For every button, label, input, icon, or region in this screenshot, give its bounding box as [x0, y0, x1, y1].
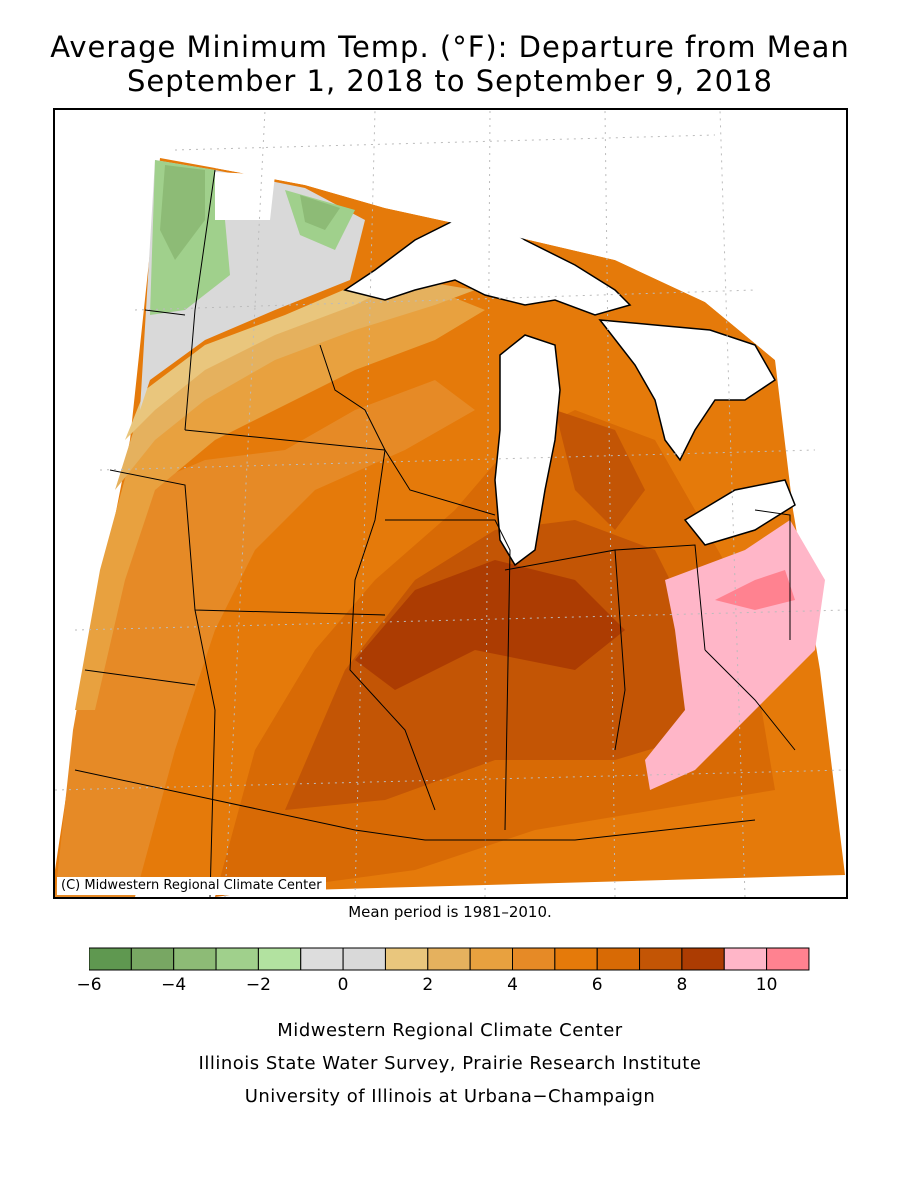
legend-tick-label: 2 [422, 975, 434, 995]
legend-swatch [723, 947, 768, 971]
contour-neg-3-north [300, 195, 340, 230]
map-title: Average Minimum Temp. (°F): Departure fr… [50, 30, 850, 64]
footer-university: University of Illinois at Urbana−Champai… [244, 1086, 656, 1107]
lake-erie [683, 479, 796, 546]
departure-map [55, 110, 846, 897]
legend-tick-label: −6 [76, 975, 102, 995]
legend-tick-label: −2 [245, 975, 271, 995]
legend-swatch [342, 947, 386, 971]
legend-swatch [384, 947, 429, 971]
legend-swatch [766, 947, 810, 971]
contour-8-9-east [555, 410, 645, 530]
legend-swatch [427, 947, 471, 971]
legend-swatch [596, 947, 641, 971]
map-panel: (C) Midwestern Regional Climate Center [53, 108, 848, 899]
lake-superior [343, 214, 632, 316]
footer-survey: Illinois State Water Survey, Prairie Res… [198, 1053, 702, 1074]
contour-7-8 [285, 520, 715, 810]
copyright-label: (C) Midwestern Regional Climate Center [57, 877, 326, 895]
lake-huron [598, 319, 776, 462]
map-date-range: September 1, 2018 to September 9, 2018 [127, 64, 773, 98]
contour-neg-3 [160, 165, 205, 260]
legend-swatch [554, 947, 598, 971]
canada-area [215, 110, 846, 490]
white-patch [215, 172, 275, 220]
legend-swatch [89, 947, 132, 971]
color-legend [89, 947, 810, 971]
legend-tick-label: 8 [676, 975, 688, 995]
legend-tick-label: 10 [755, 975, 778, 995]
legend-swatch [300, 947, 344, 971]
legend-swatch [639, 947, 683, 971]
legend-swatch [130, 947, 175, 971]
graticule [55, 110, 846, 897]
state-boundaries [74, 169, 796, 897]
legend-tick-label: −4 [161, 975, 187, 995]
legend-swatch [215, 947, 259, 971]
lake-michigan [494, 334, 561, 567]
contour-4-5 [55, 380, 475, 897]
legend-tick-label: 4 [507, 975, 518, 995]
mean-period-note: Mean period is 1981–2010. [348, 903, 552, 921]
contour-10-11 [715, 570, 795, 610]
legend-tick-label: 6 [591, 975, 603, 995]
legend-swatch [257, 947, 302, 971]
contour-3-4 [75, 290, 485, 710]
legend-tick-label: 0 [337, 975, 349, 995]
contour-8-9 [355, 560, 625, 690]
footer-organization: Midwestern Regional Climate Center [277, 1020, 623, 1041]
legend-swatch [173, 947, 217, 971]
legend-swatch [469, 947, 513, 971]
legend-swatch [512, 947, 556, 971]
legend-swatch [681, 947, 725, 971]
